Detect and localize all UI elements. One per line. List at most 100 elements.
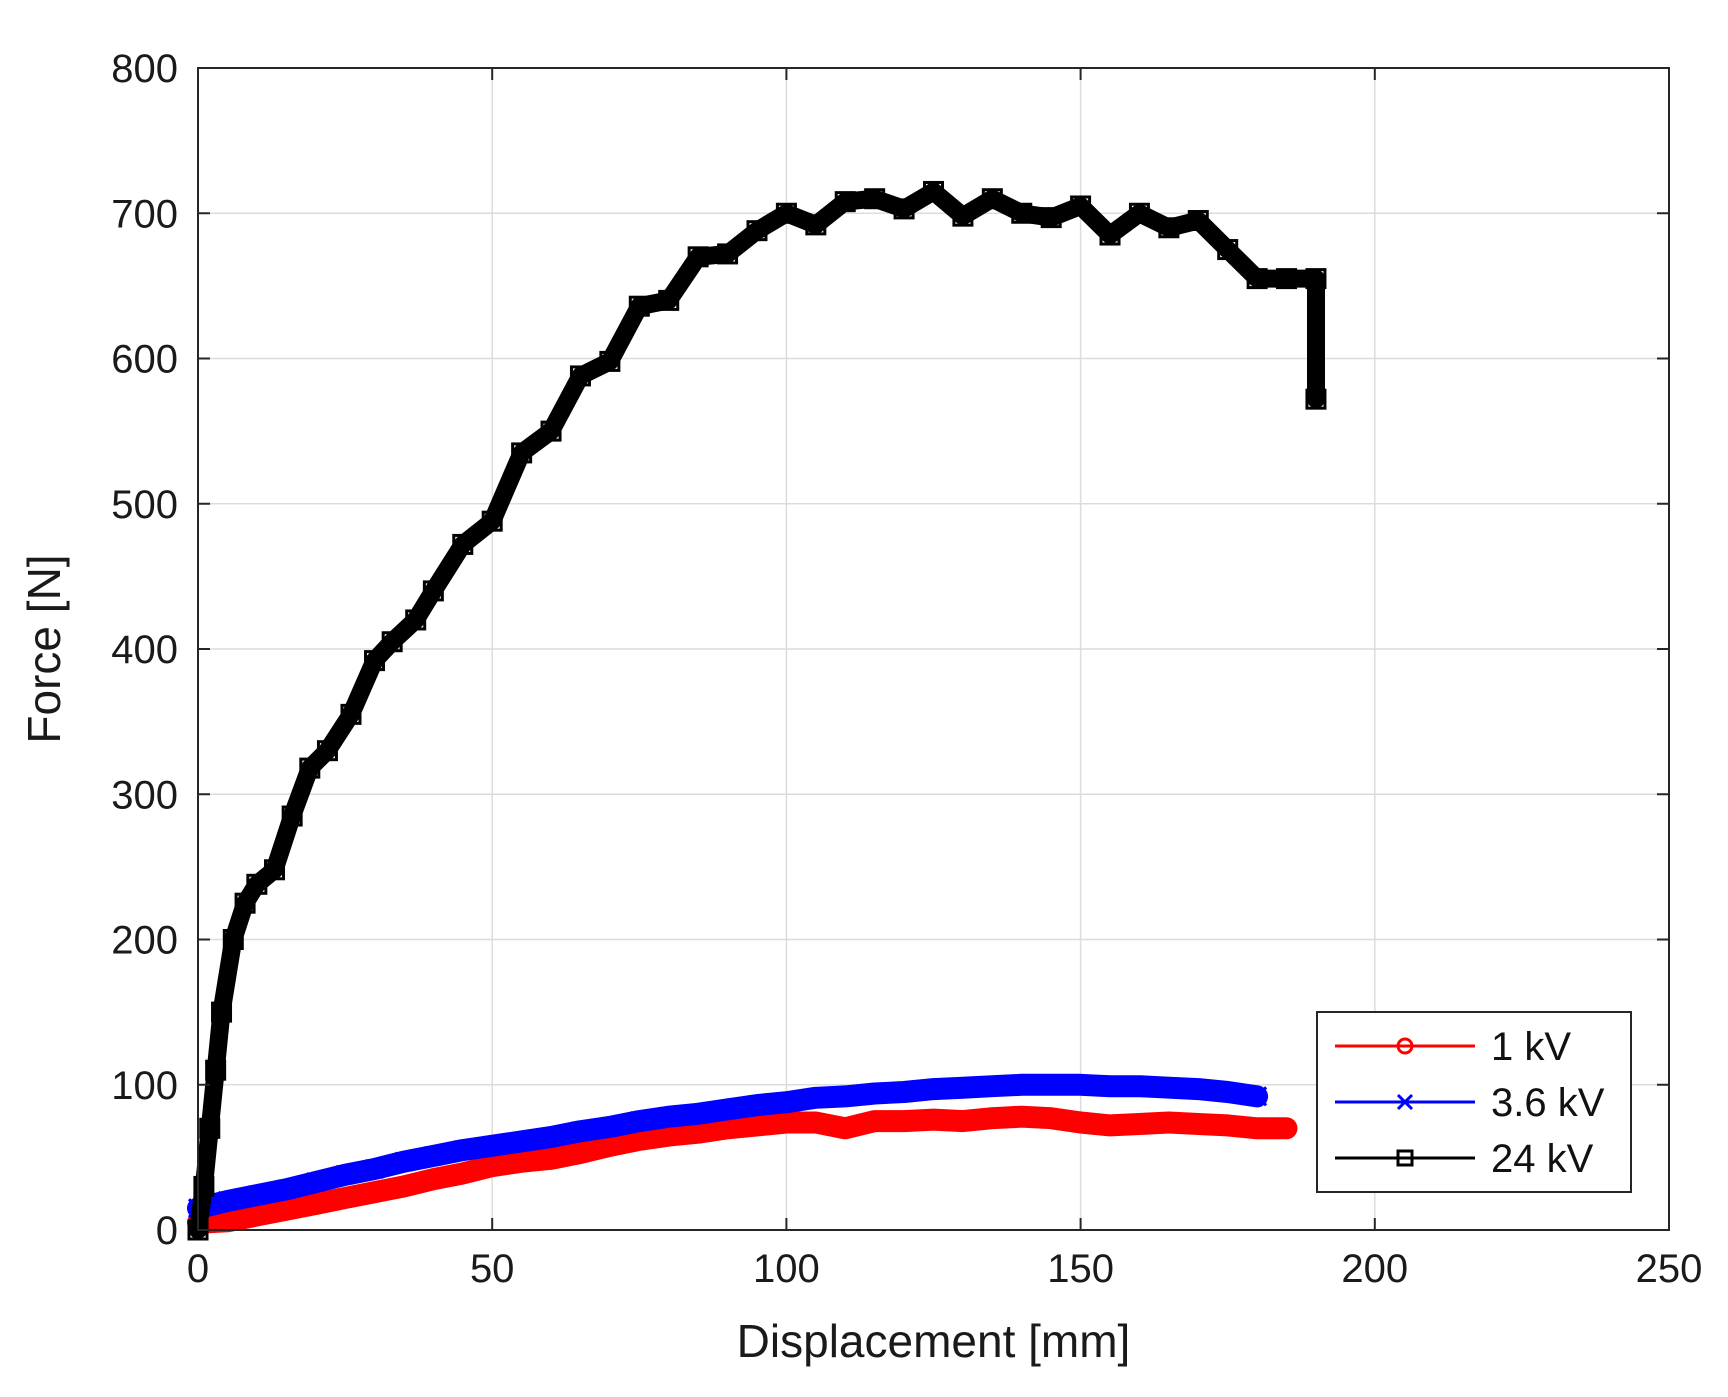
data-point [481, 510, 503, 532]
data-point [511, 1151, 533, 1173]
data-point [1276, 1117, 1298, 1139]
x-tick-label: 250 [1636, 1247, 1703, 1291]
x-tick-label: 150 [1047, 1247, 1114, 1291]
data-point [281, 805, 303, 827]
data-point [1305, 268, 1327, 290]
data-point [893, 1110, 915, 1132]
data-point [1041, 1074, 1062, 1095]
data-point [540, 420, 562, 442]
data-point [1188, 1079, 1209, 1100]
x-tick-label: 200 [1341, 1247, 1408, 1291]
data-point [1070, 1112, 1092, 1134]
data-point [1128, 1113, 1150, 1135]
y-tick-labels: 0 100 200 300 400 500 600 700 800 [111, 47, 178, 1253]
data-point [599, 350, 621, 372]
data-point [422, 1168, 444, 1190]
tick-marks [197, 67, 1670, 1231]
data-point [717, 1099, 738, 1120]
data-point [422, 580, 444, 602]
data-point [923, 180, 944, 202]
y-tick-label: 200 [111, 919, 178, 963]
data-point [1217, 239, 1239, 261]
data-point [687, 246, 709, 268]
data-point [1040, 1107, 1062, 1129]
data-point [923, 1079, 944, 1100]
data-point [1129, 1076, 1150, 1097]
legend-marker [1396, 1149, 1414, 1167]
data-point [775, 202, 797, 224]
data-point [1217, 1081, 1238, 1103]
series-line [189, 182, 1325, 1239]
data-point [746, 1095, 768, 1116]
data-point [276, 1179, 297, 1200]
data-point [482, 1135, 503, 1156]
data-point [952, 1110, 974, 1132]
series-1-kv [187, 1105, 1298, 1234]
data-point [894, 1081, 915, 1103]
data-point [540, 1148, 562, 1170]
data-point [1246, 268, 1268, 290]
x-tick-label: 100 [753, 1247, 820, 1291]
data-point [717, 243, 739, 265]
data-point [511, 1131, 532, 1152]
data-point [864, 1083, 885, 1104]
data-point [222, 929, 244, 950]
data-point [834, 191, 856, 213]
data-point [452, 533, 474, 555]
series-24-kv [187, 180, 1327, 1241]
data-point [423, 1145, 444, 1166]
data-point [246, 873, 268, 895]
data-point [299, 757, 321, 779]
data-point [952, 1077, 973, 1098]
legend-item: 3.6 kV [1335, 1081, 1605, 1125]
data-point [1305, 388, 1327, 410]
x-tick-label: 0 [187, 1247, 209, 1291]
x-tick-labels: 0 50 100 150 200 250 [187, 1247, 1703, 1291]
legend-marker [1396, 1037, 1414, 1055]
data-point [1099, 224, 1121, 246]
data-point [364, 1158, 385, 1180]
data-point [688, 1103, 709, 1124]
data-point [1276, 268, 1298, 290]
y-tick-label: 600 [111, 338, 178, 382]
data-point [1070, 195, 1092, 217]
data-point [658, 289, 680, 311]
data-point [1217, 1114, 1239, 1136]
data-point [305, 1172, 326, 1193]
data-point [234, 892, 256, 914]
data-point [864, 1110, 886, 1132]
data-point [1187, 210, 1209, 232]
data-point [316, 740, 338, 762]
x-tick-label: 50 [470, 1247, 515, 1291]
legend-item: 1 kV [1335, 1025, 1571, 1069]
data-point [193, 1175, 215, 1197]
data-point [569, 1142, 591, 1164]
data-point [1158, 1112, 1180, 1134]
data-point [1187, 1113, 1209, 1135]
data-point [1246, 1117, 1268, 1139]
legend-label: 1 kV [1491, 1025, 1571, 1069]
series-line [187, 1105, 1298, 1234]
data-point [211, 1001, 233, 1023]
data-point [775, 1112, 797, 1134]
data-point [864, 188, 886, 210]
data-point [658, 1106, 679, 1127]
y-tick-label: 0 [156, 1209, 178, 1253]
data-point [1158, 217, 1180, 239]
data-point [981, 188, 1003, 210]
data-point [1128, 202, 1150, 224]
data-point [570, 1121, 591, 1142]
data-point [305, 1193, 327, 1215]
data-point [481, 1155, 503, 1177]
data-point [746, 220, 768, 242]
data-point [1158, 1077, 1179, 1098]
data-point [335, 1164, 356, 1185]
data-point [628, 295, 650, 317]
data-point [275, 1199, 297, 1221]
data-point [834, 1117, 856, 1139]
data-point [1099, 1076, 1121, 1097]
legend-label: 3.6 kV [1491, 1081, 1605, 1125]
data-point [1070, 1074, 1091, 1095]
data-point [364, 650, 386, 672]
